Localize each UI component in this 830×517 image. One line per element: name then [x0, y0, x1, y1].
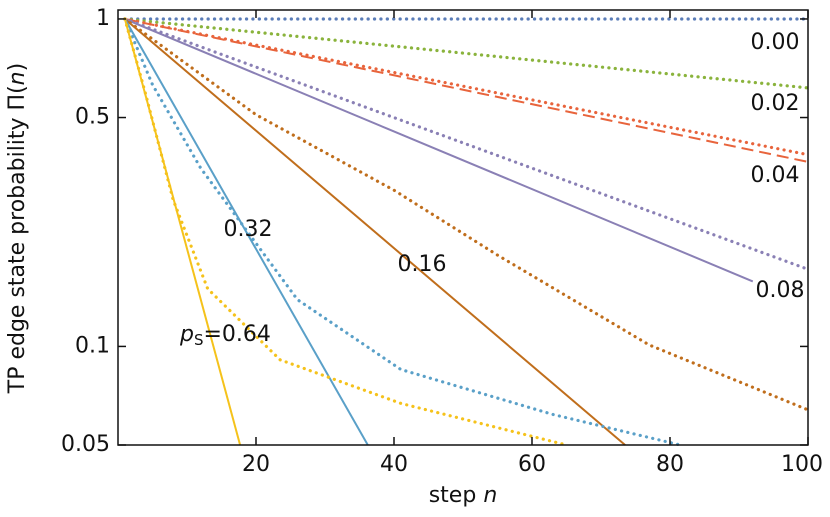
label-part: =0.64	[204, 322, 271, 347]
label-part: p	[179, 322, 194, 347]
series-line	[123, 17, 810, 90]
x-tick-label: 60	[518, 452, 546, 477]
y-tick-label: 0.1	[75, 333, 110, 358]
curve-label: 0.32	[224, 217, 273, 242]
x-tick-label: 20	[242, 452, 270, 477]
x-tick-label: 40	[380, 452, 408, 477]
series-line	[123, 17, 810, 157]
y-tick-label: 1	[96, 6, 110, 31]
curve-label: 0.02	[751, 91, 800, 116]
curve-label: 0.16	[398, 252, 447, 277]
series-line	[123, 17, 569, 447]
y-tick-label: 0.05	[61, 432, 110, 457]
x-axis-label: step n	[429, 483, 498, 508]
y-axis-label: TP edge state probability Π(n)	[5, 63, 30, 394]
curve-label: pS=0.64	[179, 322, 271, 349]
series-line	[124, 18, 626, 446]
x-tick-label: 100	[781, 452, 823, 477]
series-line	[123, 17, 810, 271]
series-line	[124, 18, 369, 446]
curve-label: 0.00	[751, 30, 800, 55]
series-line	[123, 17, 682, 447]
label-part: S	[194, 331, 204, 349]
curve-label: 0.04	[751, 163, 800, 188]
y-tick-label: 0.5	[75, 105, 110, 130]
plot-frame	[117, 9, 809, 446]
curve-label: 0.08	[756, 278, 805, 303]
series-line	[124, 18, 754, 283]
series-line	[123, 17, 810, 412]
series-line	[124, 18, 809, 163]
x-tick-label: 80	[656, 452, 684, 477]
series-line	[123, 18, 242, 446]
